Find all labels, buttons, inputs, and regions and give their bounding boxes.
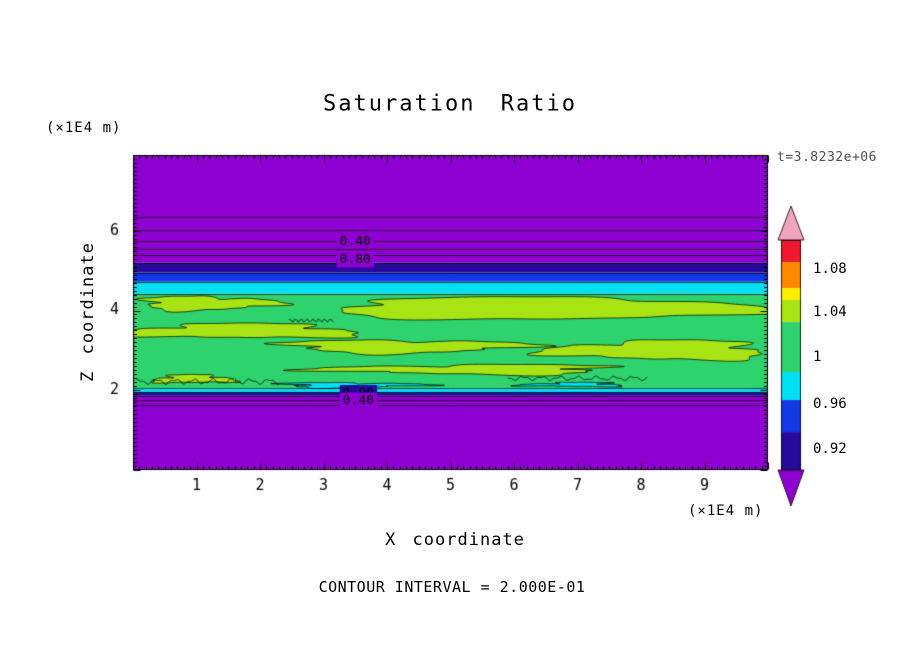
- timestamp: t=3.8232e+06: [777, 150, 877, 165]
- colorbar-label: 0.92: [813, 440, 847, 457]
- y-axis-label: Z coordinate: [78, 242, 98, 382]
- x-axis-label: X coordinate: [385, 530, 525, 550]
- x-axis-unit: (×1E4 m): [688, 503, 764, 519]
- colorbar-label: 1.04: [813, 303, 847, 320]
- chart-title: Saturation Ratio: [323, 91, 577, 117]
- colorbar-label: 0.96: [813, 395, 847, 412]
- y-axis-unit: (×1E4 m): [46, 120, 122, 136]
- colorbar-label: 1.08: [813, 260, 847, 277]
- contour-interval-note: CONTOUR INTERVAL = 2.000E-01: [318, 578, 586, 596]
- colorbar-label: 1: [813, 348, 822, 365]
